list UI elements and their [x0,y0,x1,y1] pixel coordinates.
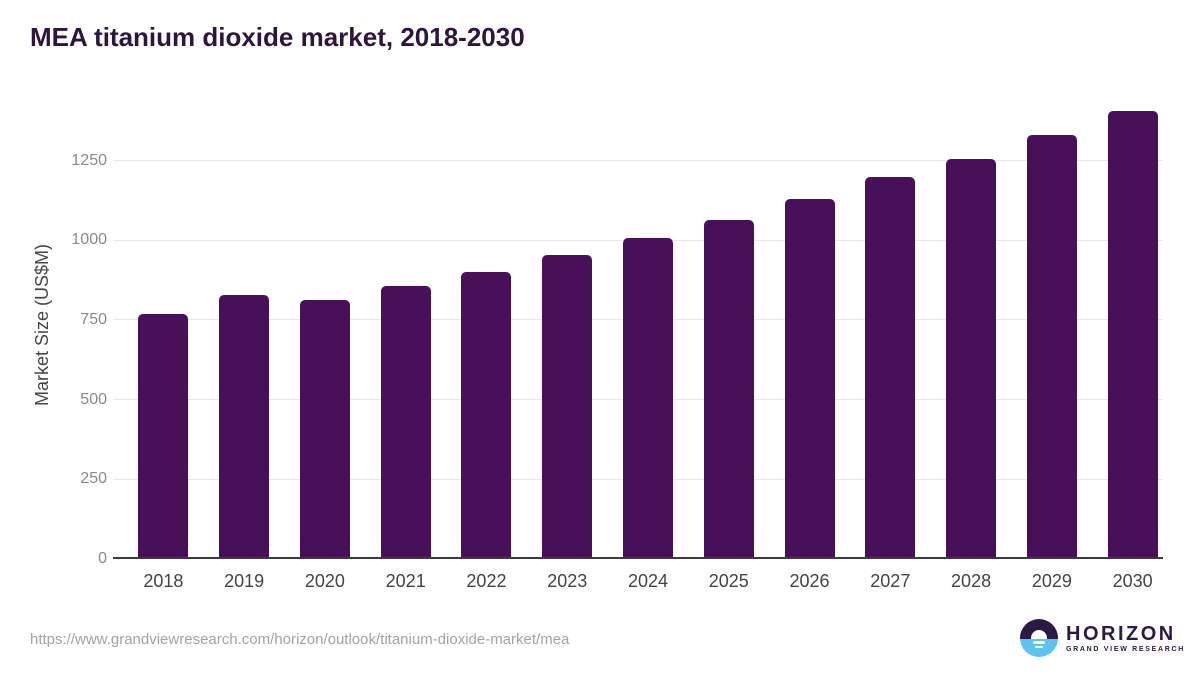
bar-2023 [542,255,593,559]
water-reflection-line [1035,646,1043,648]
source-url: https://www.grandviewresearch.com/horizo… [30,631,570,648]
x-tick-label-2028: 2028 [951,571,992,591]
logo-sub-brand: GRAND VIEW RESEARCH [1066,645,1186,653]
bar-2027 [865,177,916,559]
x-axis-line [113,557,1163,559]
bar-2022 [461,271,512,559]
x-tick-label-2027: 2027 [870,571,911,591]
x-tick-label-2023: 2023 [547,571,588,591]
bar-2020 [299,300,350,559]
horizon-logo: HORIZON GRAND VIEW RESEARCH [1020,619,1185,657]
logo-text: HORIZON GRAND VIEW RESEARCH [1066,623,1185,654]
plot-area [123,100,1173,559]
bar-2018 [138,313,189,559]
y-tick-label-1000: 1000 [71,231,107,249]
water-reflection-line [1033,641,1045,644]
x-tick-label-2026: 2026 [789,571,830,591]
bar-2029 [1026,135,1077,559]
x-tick-label-2022: 2022 [466,571,507,591]
y-axis-tick-labels: 0 250 500 750 1000 1250 [0,100,107,566]
y-tick-label-1250: 1250 [71,151,107,169]
x-axis-tick-labels: 2018 2019 2020 2021 2022 2023 2024 2025 2026 2027… [123,569,1173,593]
x-tick-label-2030: 2030 [1112,571,1153,591]
logo-brand: HORIZON [1066,622,1176,645]
y-tick-label-500: 500 [80,390,107,408]
y-tick-label-0: 0 [98,550,107,567]
sun-icon [1031,630,1047,639]
x-tick-label-2019: 2019 [224,571,265,591]
bar-2024 [623,238,673,559]
horizon-sun-over-water-icon [1020,619,1058,657]
x-tick-label-2020: 2020 [304,571,345,591]
x-tick-label-2025: 2025 [708,571,749,591]
bar-2028 [946,158,997,559]
x-tick-label-2029: 2029 [1031,571,1072,591]
y-tick-label-250: 250 [80,470,107,488]
x-tick-label-2021: 2021 [385,571,426,591]
bar-2026 [784,198,835,559]
y-tick-label-750: 750 [80,310,107,328]
bar-2025 [703,219,754,559]
bar-2021 [380,285,431,559]
gridline-1250 [113,160,1163,162]
bar-2019 [219,295,270,559]
chart-title: MEA titanium dioxide market, 2018-2030 [30,22,525,52]
x-tick-label-2018: 2018 [143,571,184,591]
x-tick-label-2024: 2024 [627,571,669,591]
bar-2030 [1107,111,1158,559]
